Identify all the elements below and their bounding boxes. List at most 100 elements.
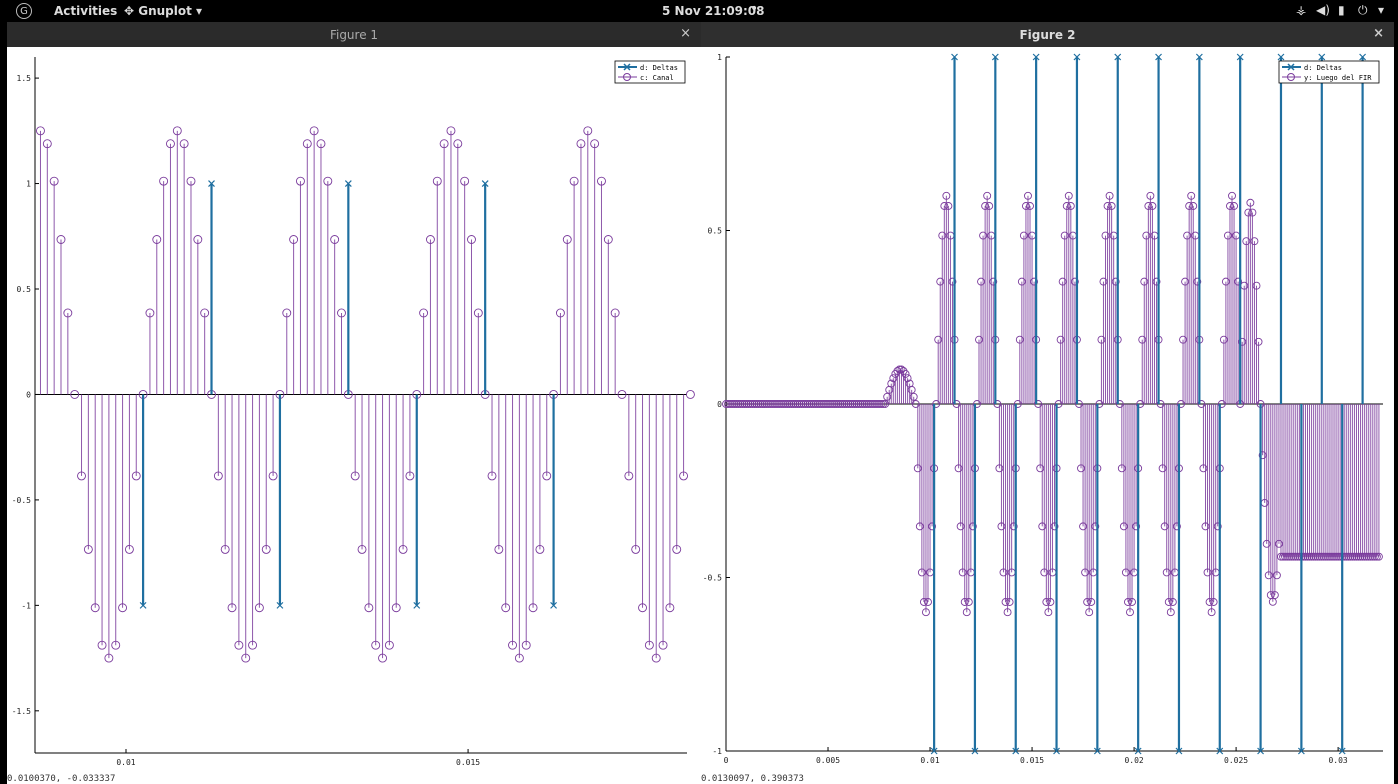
signal-marker [889, 374, 898, 383]
signal-marker [917, 568, 926, 577]
legend-marker-o [1287, 73, 1295, 81]
system-menu-arrow-icon[interactable]: ▾ [1378, 3, 1385, 17]
signal-marker [928, 522, 937, 531]
delta-marker [208, 180, 215, 187]
delta-marker [1032, 53, 1040, 61]
signal-marker [1332, 552, 1341, 561]
signal-marker [1217, 400, 1226, 408]
signal-marker [1144, 202, 1153, 210]
signal-marker [220, 544, 230, 554]
figure-2-plot[interactable]: -1 -0.5 0 0.5 1 0 0.005 0.01 0.015 0.02 0.025 0.03 d… [701, 47, 1394, 770]
figure-1-plot[interactable]: -1.5 -1 -0.5 0 0.5 1 1.5 0.01 0.015 d: Deltas c: C… [7, 47, 701, 770]
signal-marker [1326, 552, 1334, 561]
signal-marker [124, 544, 134, 554]
network-icon[interactable]: ⚶ [1296, 3, 1307, 17]
y-tick-label: -1 [21, 601, 31, 610]
close-icon[interactable]: × [1373, 26, 1384, 41]
delta-marker [1277, 53, 1285, 61]
signal-marker [1360, 552, 1369, 561]
signal-marker [724, 400, 732, 408]
figure-2-window: Figure 2 × -1 -0.5 0 0.5 1 0 0.005 0.01 0.015 0.0… [701, 22, 1394, 784]
signal-marker [1001, 598, 1010, 606]
signal-marker [446, 126, 456, 136]
signal-marker [960, 598, 969, 606]
signal-marker [1077, 464, 1085, 473]
signal-marker [732, 400, 741, 408]
gnome-logo-icon[interactable]: G [16, 3, 32, 19]
signal-marker [1040, 568, 1049, 577]
signal-marker [856, 400, 865, 408]
signal-marker [1140, 277, 1149, 286]
signal-marker [852, 400, 861, 408]
signal-marker [1352, 552, 1361, 561]
signal-marker [467, 235, 476, 244]
signal-marker [1050, 522, 1059, 531]
signal-marker [989, 277, 998, 286]
signal-marker [860, 400, 869, 408]
clock[interactable]: 5 Nov 21:09:08 [662, 4, 765, 18]
app-menu[interactable]: ✥ Gnuplot ▾ [124, 4, 202, 18]
signal-marker [576, 139, 586, 149]
signal-marker [934, 335, 943, 344]
signal-marker [813, 400, 822, 408]
signal-marker [1291, 552, 1300, 561]
signal-marker [1244, 208, 1253, 217]
delta-marker [930, 747, 938, 755]
signal-marker [730, 400, 739, 408]
signal-marker [862, 400, 871, 408]
signal-marker [1044, 608, 1053, 617]
signal-marker [528, 603, 538, 613]
activities-button[interactable]: Activities [54, 4, 118, 18]
signal-marker [1126, 608, 1134, 617]
signal-marker [722, 400, 730, 408]
signal-marker [1209, 598, 1218, 606]
signal-marker [535, 544, 545, 554]
signal-marker [371, 640, 381, 650]
figure-1-titlebar[interactable]: Figure 1 × [7, 22, 701, 47]
legend-label: c: Canal [640, 74, 674, 82]
signal-marker [1075, 400, 1083, 408]
signal-marker [1179, 335, 1187, 344]
volume-icon[interactable]: ◀) [1316, 3, 1330, 17]
signal-marker [801, 400, 810, 408]
signal-marker [1017, 277, 1026, 286]
signal-marker [1117, 464, 1126, 473]
battery-icon[interactable]: ▮ [1338, 3, 1345, 17]
signal-marker [1034, 400, 1043, 408]
power-icon[interactable]: ⏻ [1358, 3, 1368, 17]
signal-marker [844, 400, 853, 408]
signal-marker [858, 400, 867, 408]
signal-marker [1119, 522, 1128, 531]
signal-marker [726, 400, 735, 408]
signal-marker [1183, 231, 1192, 240]
figure-2-titlebar[interactable]: Figure 2 × [701, 22, 1394, 47]
x-tick-label: 0.01 [116, 758, 135, 767]
delta-marker [481, 180, 489, 187]
signal-marker [1060, 231, 1069, 240]
signal-marker [460, 176, 470, 186]
delta-marker [550, 601, 558, 609]
signal-marker [1024, 191, 1032, 200]
y-tick-label: 0.5 [17, 285, 32, 294]
x-tick-label: 0.025 [1224, 756, 1248, 765]
signal-marker [1309, 552, 1318, 561]
signal-marker [830, 400, 839, 408]
signal-marker [172, 126, 182, 136]
legend-label: d: Deltas [1304, 64, 1342, 72]
signal-marker [1242, 237, 1251, 246]
signal-marker [824, 400, 832, 408]
signal-marker [734, 400, 743, 408]
signal-marker [819, 400, 828, 408]
signal-marker [975, 335, 983, 344]
signal-marker [1172, 522, 1181, 531]
signal-marker [90, 603, 100, 613]
figure-1-window: Figure 1 × -1.5 -1 -0.5 0 0.5 1 1.5 0.01 0.015 d:… [7, 22, 701, 784]
delta-marker [991, 53, 999, 61]
signal-marker [494, 544, 504, 554]
signal-marker [241, 653, 251, 663]
signal-marker [439, 139, 449, 149]
close-icon[interactable]: × [680, 26, 691, 41]
signal-marker [913, 464, 922, 473]
signal-marker [1287, 552, 1296, 561]
signal-marker [1128, 598, 1136, 606]
